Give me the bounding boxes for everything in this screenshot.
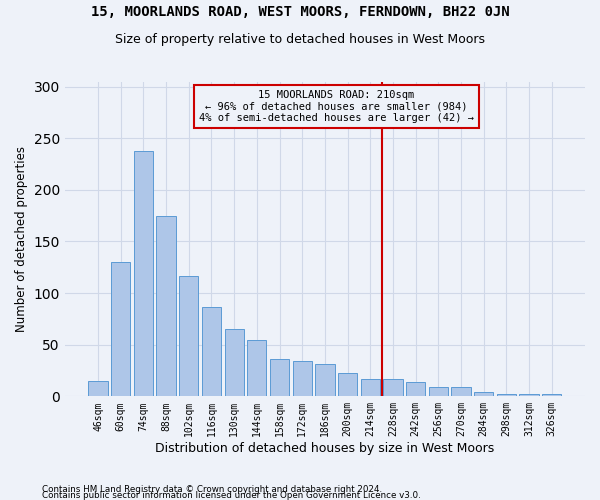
Bar [451,387,470,396]
Text: Size of property relative to detached houses in West Moors: Size of property relative to detached ho… [115,32,485,46]
Bar [134,150,153,396]
Text: 15, MOORLANDS ROAD, WEST MOORS, FERNDOWN, BH22 0JN: 15, MOORLANDS ROAD, WEST MOORS, FERNDOWN… [91,5,509,19]
Bar [293,361,312,396]
Bar [111,262,130,396]
Bar [406,382,425,396]
X-axis label: Distribution of detached houses by size in West Moors: Distribution of detached houses by size … [155,442,494,455]
Bar [179,276,199,396]
Bar [474,392,493,396]
Bar [202,306,221,396]
Bar [497,394,516,396]
Bar [383,379,403,396]
Bar [270,359,289,397]
Bar [315,364,335,396]
Text: Contains public sector information licensed under the Open Government Licence v3: Contains public sector information licen… [42,491,421,500]
Y-axis label: Number of detached properties: Number of detached properties [15,146,28,332]
Bar [247,340,266,396]
Bar [361,379,380,396]
Bar [157,216,176,396]
Bar [88,381,108,396]
Bar [428,387,448,396]
Bar [224,329,244,396]
Text: Contains HM Land Registry data © Crown copyright and database right 2024.: Contains HM Land Registry data © Crown c… [42,485,382,494]
Bar [520,394,539,396]
Bar [542,394,562,396]
Bar [338,372,357,396]
Text: 15 MOORLANDS ROAD: 210sqm
← 96% of detached houses are smaller (984)
4% of semi-: 15 MOORLANDS ROAD: 210sqm ← 96% of detac… [199,90,474,123]
